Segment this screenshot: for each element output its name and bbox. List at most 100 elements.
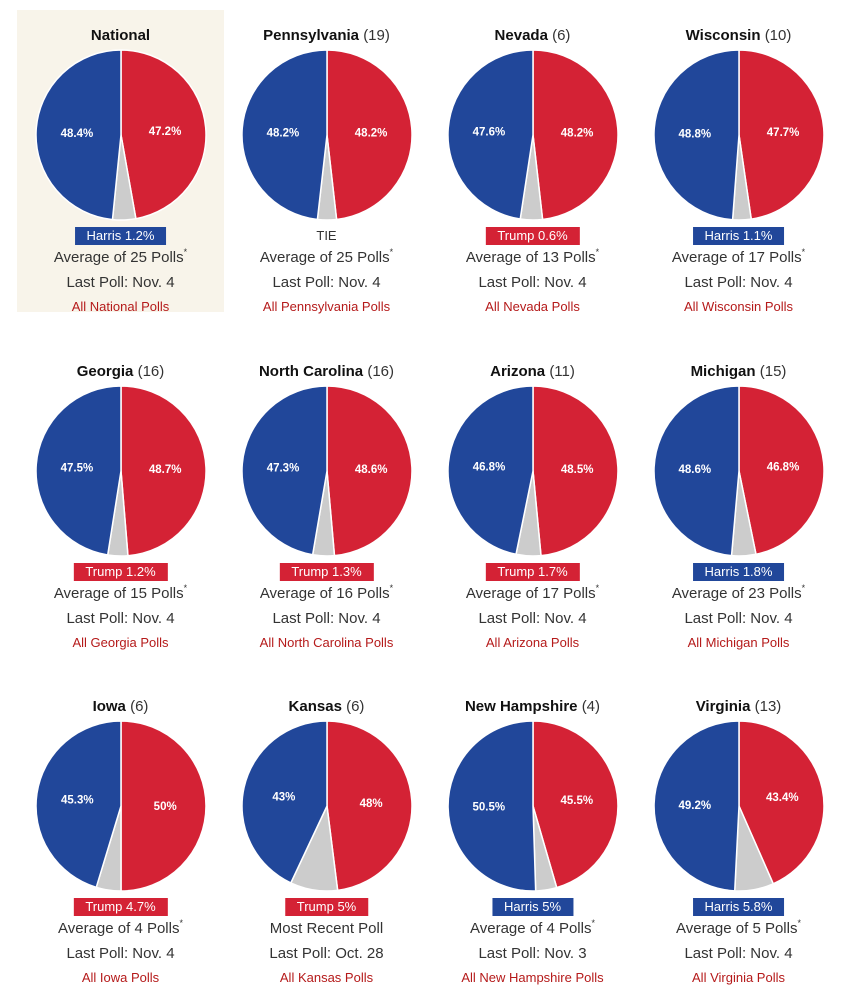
pie-chart: 48.2% 48.2% <box>241 49 413 221</box>
slice-label-harris: 45.3% <box>61 795 94 807</box>
poll-card-michigan: Michigan (15) 46.8% 48.6% Harris 1.8% Averag… <box>635 346 842 650</box>
state-name: Virginia <box>695 698 751 715</box>
last-poll-date: Last Poll: Nov. 4 <box>684 274 793 291</box>
state-name: Pennsylvania <box>263 27 360 44</box>
slice-label-harris: 48.6% <box>678 464 711 476</box>
last-poll-date: Last Poll: Nov. 4 <box>66 945 175 962</box>
lead-badge: Trump 1.3% <box>279 563 374 581</box>
poll-card-iowa: Iowa (6) 50% 45.3% Trump 4.7% Average of 4 P… <box>17 681 224 985</box>
all-polls-link[interactable]: All Kansas Polls <box>279 970 374 985</box>
slice-label-trump: 47.2% <box>149 126 182 138</box>
footnote-asterisk: * <box>797 918 801 928</box>
slice-label-harris: 48.8% <box>678 128 711 140</box>
footnote-asterisk: * <box>179 918 183 928</box>
pie-slice-trump <box>532 385 619 557</box>
poll-count: Average of 25 Polls* <box>17 248 224 267</box>
all-polls-link[interactable]: All Wisconsin Polls <box>683 299 794 314</box>
card-title: National <box>17 27 224 45</box>
slice-label-trump: 48.2% <box>355 128 388 140</box>
poll-count: Average of 25 Polls* <box>223 247 430 267</box>
state-name: Wisconsin <box>685 27 761 44</box>
poll-card-national: National 47.2% 48.4% Harris 1.2% Average of … <box>17 10 224 314</box>
card-title: Pennsylvania (19) <box>223 27 430 45</box>
electoral-votes: (4) <box>581 698 601 715</box>
last-poll-date: Last Poll: Nov. 4 <box>272 610 381 627</box>
state-name: New Hampshire <box>464 698 578 715</box>
slice-label-harris: 47.6% <box>473 127 506 139</box>
all-polls-link[interactable]: All North Carolina Polls <box>259 635 394 650</box>
lead-badge: Trump 0.6% <box>485 227 580 245</box>
electoral-votes: (15) <box>759 363 787 380</box>
poll-count: Average of 4 Polls* <box>429 918 636 938</box>
pie-slice-trump <box>120 49 207 220</box>
pie-slice-harris <box>35 49 122 221</box>
state-name: Georgia <box>76 363 134 380</box>
slice-label-harris: 47.3% <box>267 462 300 474</box>
poll-count: Average of 13 Polls* <box>429 247 636 267</box>
slice-label-trump: 46.8% <box>767 462 800 474</box>
all-polls-link[interactable]: All Iowa Polls <box>81 970 160 985</box>
pie-slice-trump <box>326 720 413 892</box>
last-poll-date: Last Poll: Oct. 28 <box>269 945 384 962</box>
poll-count-text: Average of 15 Polls <box>53 585 184 602</box>
card-title: Wisconsin (10) <box>635 27 842 45</box>
footnote-asterisk: * <box>591 918 595 928</box>
last-poll-date: Last Poll: Nov. 4 <box>684 945 793 962</box>
poll-card-nevada: Nevada (6) 48.2% 47.6% Trump 0.6% Average of… <box>429 10 636 314</box>
poll-count-text: Average of 25 Polls <box>53 249 184 266</box>
poll-count-text: Average of 17 Polls <box>465 585 596 602</box>
pie-chart: 43.4% 49.2% <box>653 720 825 892</box>
last-poll-date: Last Poll: Nov. 4 <box>272 274 381 291</box>
poll-count-text: Average of 23 Polls <box>671 585 802 602</box>
state-name: Nevada <box>494 27 548 44</box>
pie-slice-trump <box>738 385 825 556</box>
poll-count: Average of 17 Polls* <box>635 247 842 267</box>
all-polls-link[interactable]: All Pennsylvania Polls <box>262 299 391 314</box>
poll-count-text: Average of 4 Polls <box>58 920 180 937</box>
all-polls-link[interactable]: All Nevada Polls <box>485 299 580 314</box>
all-polls-link[interactable]: All Michigan Polls <box>687 635 790 650</box>
poll-count-text: Average of 13 Polls <box>465 249 596 266</box>
electoral-votes: (16) <box>137 363 165 380</box>
last-poll-date: Last Poll: Nov. 4 <box>478 610 587 627</box>
all-polls-link[interactable]: All Arizona Polls <box>485 635 580 650</box>
all-polls-link[interactable]: All Virginia Polls <box>692 970 785 985</box>
pie-slice-trump <box>738 49 825 220</box>
pie-chart: 48.2% 47.6% <box>447 49 619 221</box>
pie-slice-harris <box>35 385 122 556</box>
card-title: New Hampshire (4) <box>429 698 636 716</box>
footnote-asterisk: * <box>801 583 806 593</box>
slice-label-trump: 50% <box>154 801 177 813</box>
footnote-asterisk: * <box>389 247 394 257</box>
pie-slice-harris <box>447 385 534 556</box>
poll-count-text: Average of 5 Polls <box>676 920 798 937</box>
all-polls-link[interactable]: All Georgia Polls <box>72 635 169 650</box>
poll-count-text: Average of 4 Polls <box>470 920 592 937</box>
slice-label-harris: 46.8% <box>473 462 506 474</box>
card-title: Iowa (6) <box>17 698 224 716</box>
slice-label-harris: 47.5% <box>61 463 94 475</box>
pie-chart: 46.8% 48.6% <box>653 385 825 557</box>
lead-badge: Trump 4.7% <box>73 898 168 916</box>
pie-slice-harris <box>447 720 537 892</box>
pie-chart: 48% 43% <box>241 720 413 892</box>
slice-label-trump: 48.6% <box>355 464 388 476</box>
footnote-asterisk: * <box>595 583 600 593</box>
pie-chart: 47.2% 48.4% <box>35 49 207 221</box>
footnote-asterisk: * <box>595 247 600 257</box>
slice-label-harris: 50.5% <box>472 802 505 814</box>
footnote-asterisk: * <box>801 247 806 257</box>
lead-badge: TIE <box>316 228 337 243</box>
card-title: Kansas (6) <box>223 698 430 716</box>
all-polls-link[interactable]: All New Hampshire Polls <box>461 970 604 985</box>
pie-chart: 50% 45.3% <box>35 720 207 892</box>
slice-label-harris: 48.4% <box>61 128 94 140</box>
slice-label-trump: 45.5% <box>560 795 593 807</box>
poll-count-text: Average of 17 Polls <box>671 249 802 266</box>
poll-card-georgia: Georgia (16) 48.7% 47.5% Trump 1.2% Average … <box>17 346 224 650</box>
pie-chart: 48.5% 46.8% <box>447 385 619 557</box>
pie-slice-harris <box>653 385 740 557</box>
all-polls-link[interactable]: All National Polls <box>71 299 170 314</box>
state-name: National <box>90 27 151 44</box>
slice-label-trump: 48% <box>360 798 383 810</box>
